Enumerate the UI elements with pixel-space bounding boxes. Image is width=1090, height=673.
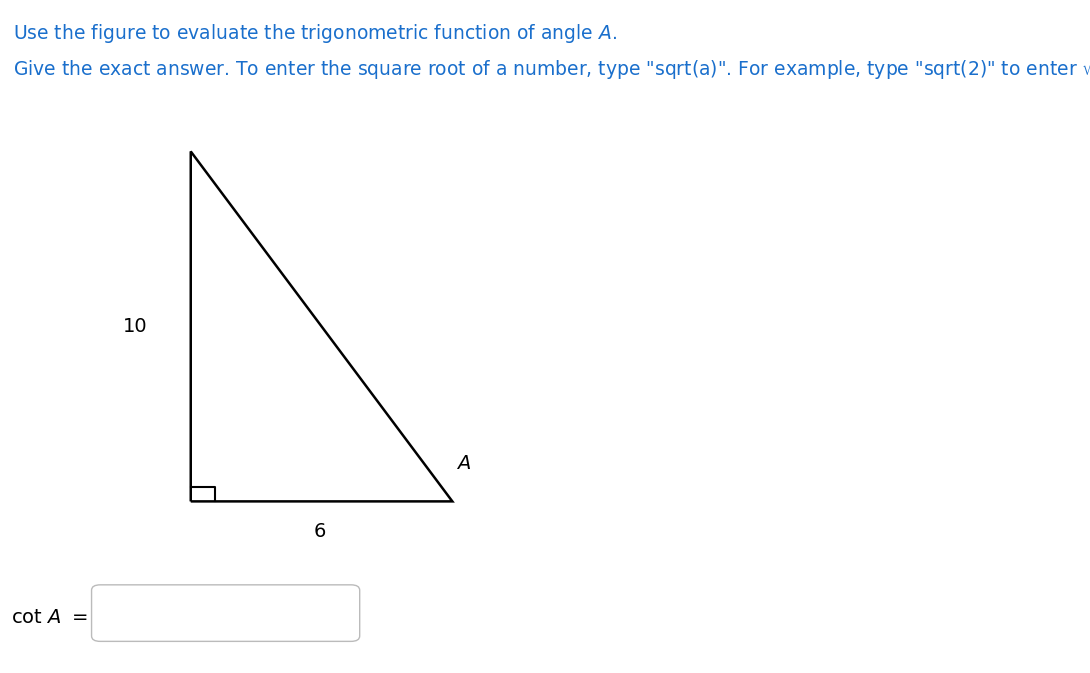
Text: 6: 6 (313, 522, 326, 540)
Text: $\mathit{A}$: $\mathit{A}$ (456, 454, 471, 473)
Text: Use the figure to evaluate the trigonometric function of angle $\mathit{A}$.: Use the figure to evaluate the trigonome… (13, 22, 617, 44)
FancyBboxPatch shape (92, 585, 360, 641)
Text: Give the exact answer. To enter the square root of a number, type "sqrt(a)". For: Give the exact answer. To enter the squa… (13, 54, 1090, 82)
Text: 10: 10 (122, 317, 147, 336)
Text: $\mathrm{cot}\ \mathit{A}\ =$: $\mathrm{cot}\ \mathit{A}\ =$ (11, 608, 87, 627)
